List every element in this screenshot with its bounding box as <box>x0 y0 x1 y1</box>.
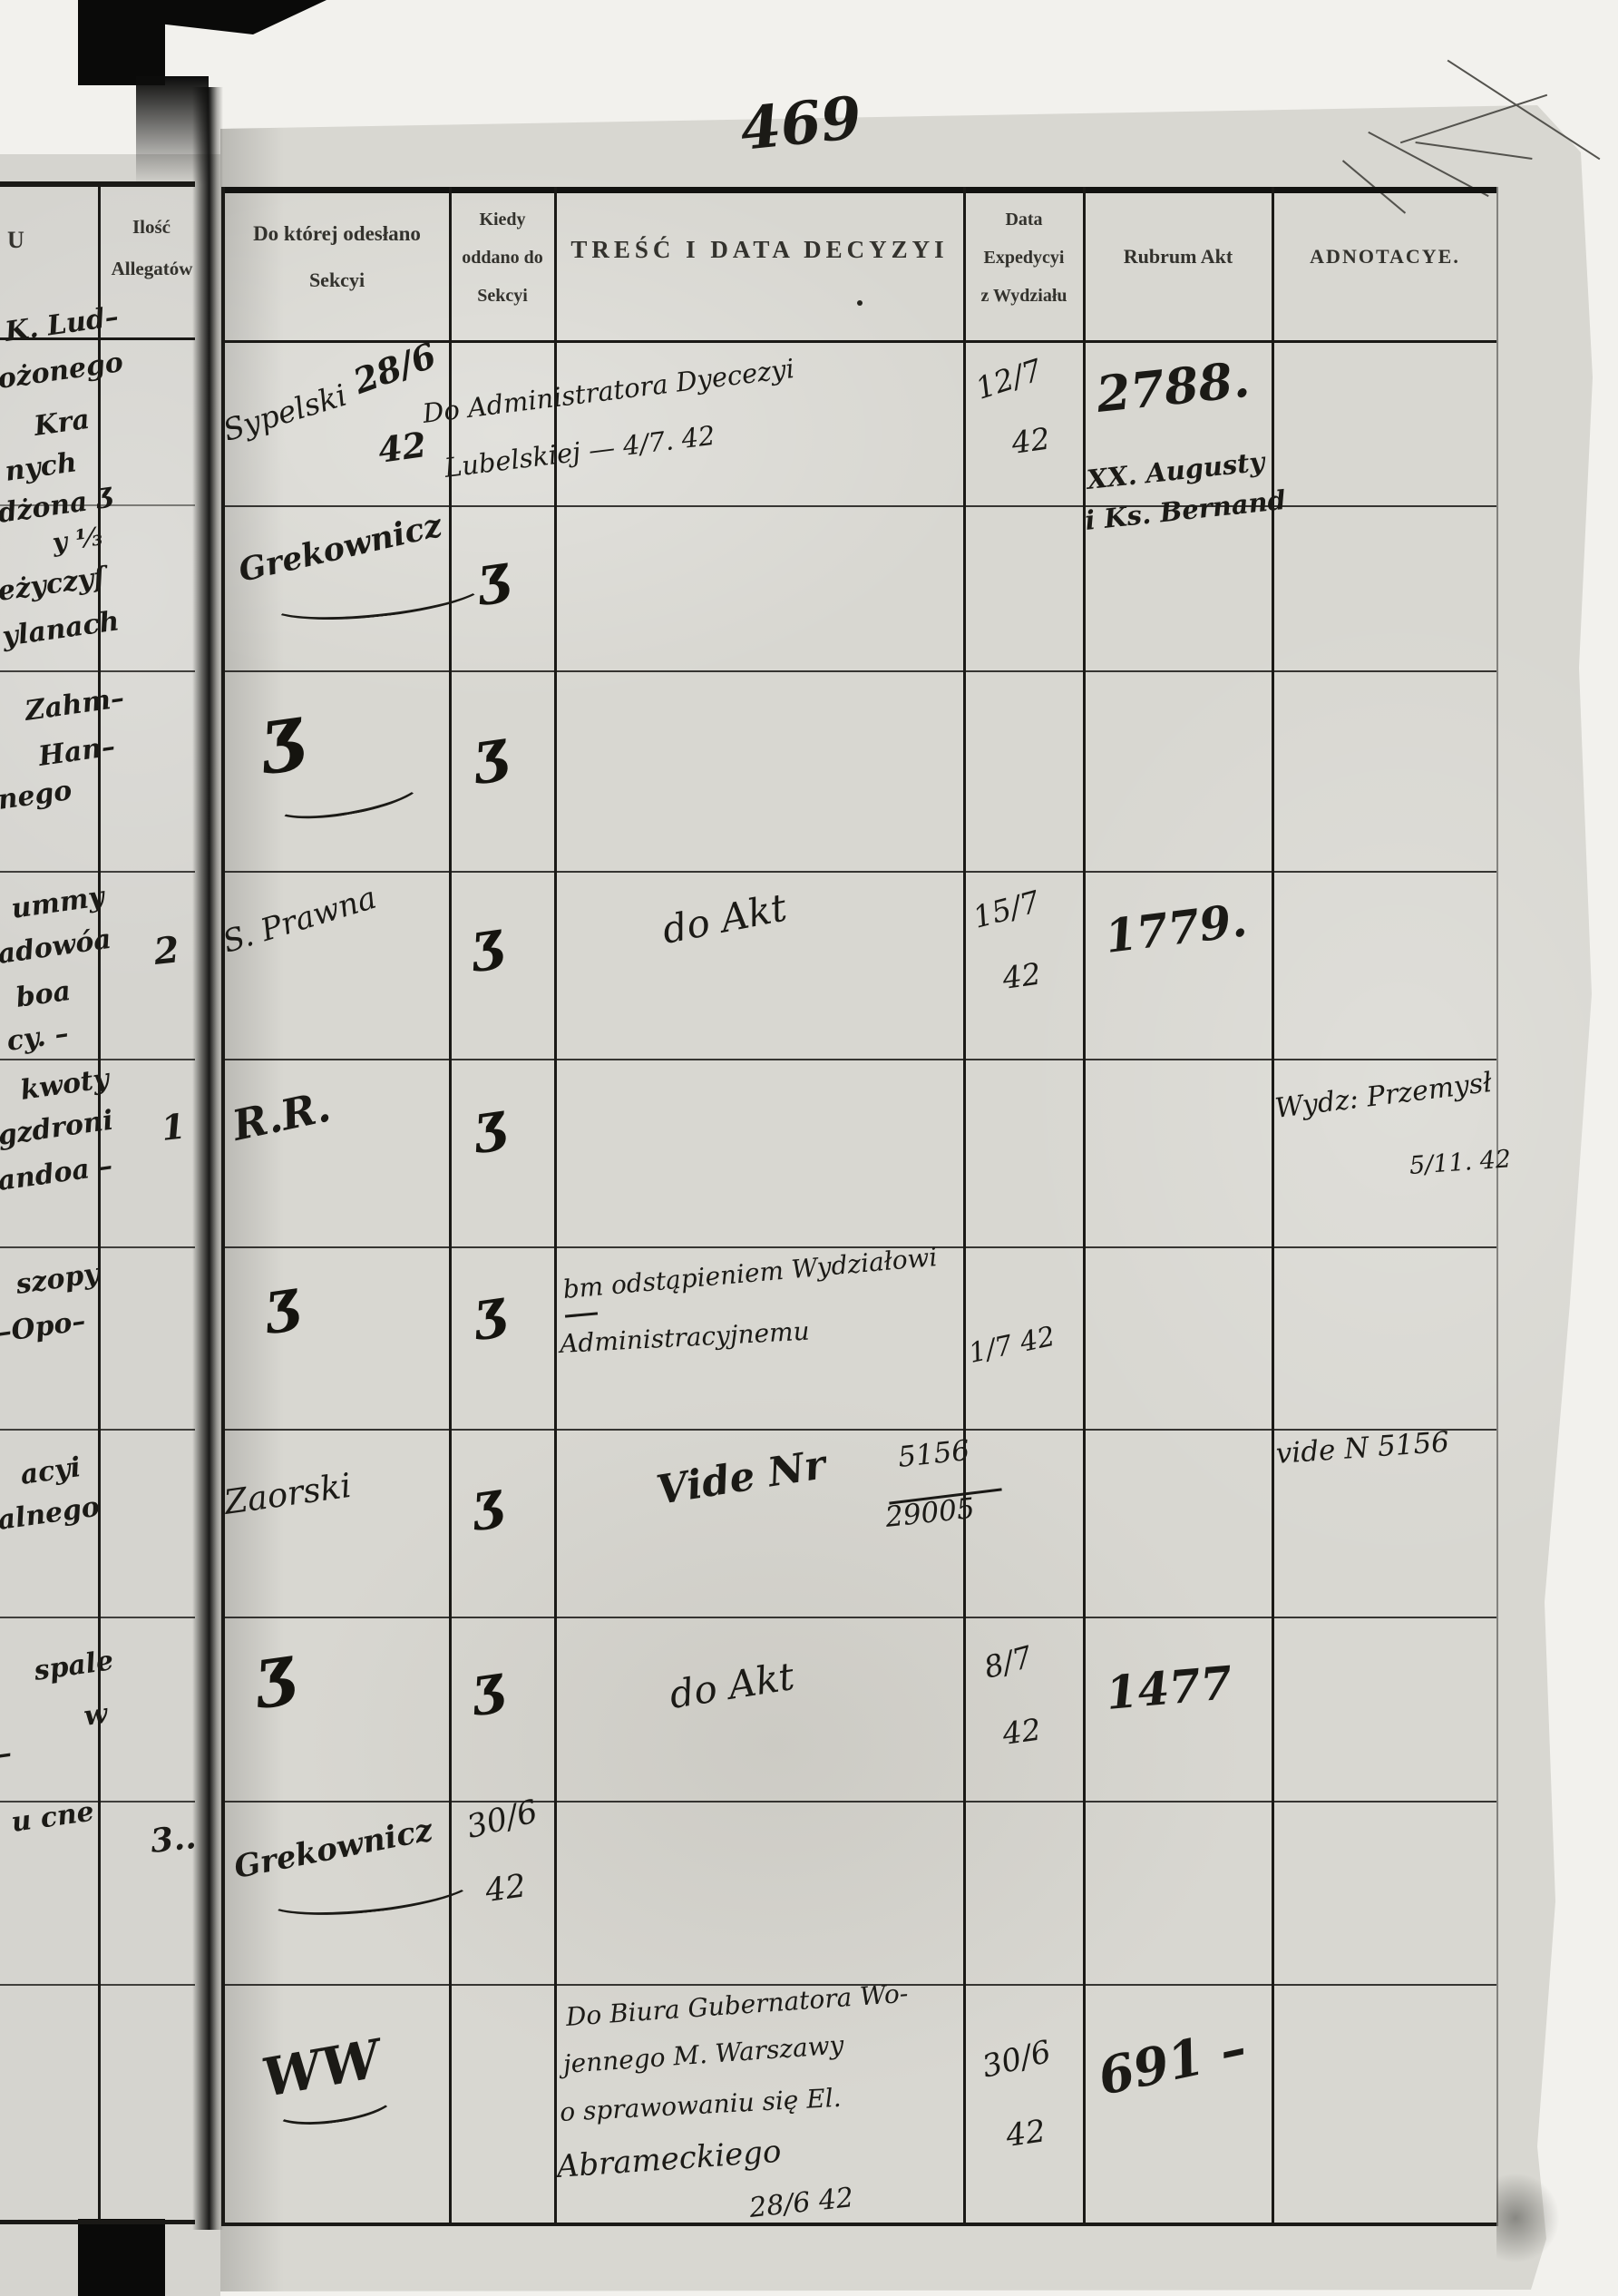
left-fragment: w <box>82 1697 110 1733</box>
left-fragment: y ⅓ <box>50 521 104 558</box>
row-rule <box>221 1801 1496 1803</box>
folio-number: 469 <box>736 83 865 164</box>
column-line <box>554 187 557 2226</box>
column-header-allegatow: Allegatów <box>111 258 193 279</box>
film-bar-bottom <box>78 2219 165 2296</box>
allegat-count: 3.. <box>148 1817 199 1861</box>
cell-data-expedycyi: 42 <box>1003 2113 1048 2154</box>
table-top-rule <box>221 187 1496 193</box>
column-header-adnotacye: ADNOTACYE. <box>1310 245 1460 268</box>
ditto-mark: Ʒ <box>470 726 517 797</box>
column-header-data-3: z Wydziału <box>980 286 1067 306</box>
allegat-count: 1 <box>159 1105 188 1148</box>
allegat-count: 2 <box>151 928 182 973</box>
ditto-mark: Ʒ <box>469 1662 512 1728</box>
rule-line <box>0 1984 195 1986</box>
rule-line <box>0 337 195 340</box>
cell-data-expedycyi: 42 <box>1009 420 1053 461</box>
ditto-mark: Ʒ <box>468 918 512 984</box>
page-gutter-shadow <box>192 87 223 2230</box>
table-bottom-rule <box>221 2223 1496 2226</box>
row-rule <box>221 670 1496 672</box>
column-line <box>1083 187 1086 2226</box>
cell-rubrum: 1477 <box>1104 1656 1234 1720</box>
column-header-sekcya-2: Sekcyi <box>308 269 366 291</box>
rule-line <box>0 1246 195 1248</box>
cell-data-expedycyi: 42 <box>999 1711 1044 1752</box>
rule-line <box>0 504 195 506</box>
column-line <box>1272 187 1274 2226</box>
film-wedge-top <box>163 0 327 34</box>
cell-data-expedycyi: 42 <box>999 955 1044 996</box>
ditto-mark: Ʒ <box>471 1286 514 1353</box>
ditto-mark: Ʒ <box>261 1275 308 1347</box>
column-header-partial: U <box>7 227 24 253</box>
column-header-rubrum: Rubrum Akt <box>1123 245 1233 268</box>
left-page-paper <box>0 154 220 2296</box>
film-bar-top-tail <box>136 76 209 185</box>
row-rule <box>221 505 1496 507</box>
column-line <box>1496 187 1498 2226</box>
row-rule <box>221 1059 1496 1060</box>
printed-dot <box>857 300 863 306</box>
cell-tresc-fraction-top: 5156 <box>896 1433 971 1474</box>
column-header-tresc: TREŚĆ I DATA DECYZYI <box>570 236 949 263</box>
column-line <box>449 187 452 2226</box>
column-header-data-2: Expedycyi <box>983 248 1065 268</box>
column-header-kiedy-3: Sekcyi <box>477 286 528 306</box>
left-fragment: acyi <box>18 1451 83 1491</box>
rule-line <box>0 181 195 187</box>
row-rule <box>221 871 1496 873</box>
column-header-data-1: Data <box>1005 210 1043 230</box>
rule-line <box>0 1617 195 1618</box>
column-header-kiedy-2: oddano do <box>462 248 543 268</box>
column-line <box>98 181 101 2224</box>
row-rule <box>221 1617 1496 1618</box>
rule-line <box>0 1801 195 1803</box>
column-line <box>221 187 225 2226</box>
ditto-mark: Ʒ <box>474 552 518 618</box>
cell-adnotacye: 5/11. 42 <box>1408 1145 1513 1180</box>
column-header-ilosc: Ilość <box>132 216 171 238</box>
ditto-mark: Ʒ <box>251 1641 305 1724</box>
ditto-mark: Ʒ <box>469 1479 512 1543</box>
column-line <box>963 187 966 2226</box>
rule-line <box>0 871 195 873</box>
column-header-kiedy-1: Kiedy <box>479 210 526 230</box>
row-rule <box>221 1429 1496 1431</box>
column-header-sekcya-1: Do której odesłano <box>253 222 421 245</box>
rule-line <box>0 1429 195 1431</box>
header-rule <box>221 340 1496 343</box>
left-fragment: boa <box>14 974 73 1014</box>
film-bar-top <box>78 0 165 85</box>
right-page-paper <box>220 105 1593 2291</box>
rule-line <box>0 670 195 672</box>
ditto-mark: Ʒ <box>471 1099 514 1166</box>
ditto-mark: Ʒ <box>257 702 315 791</box>
rule-line <box>0 2220 195 2224</box>
rule-line <box>0 1059 195 1060</box>
left-fragment: Kra <box>32 403 93 443</box>
row-rule <box>221 1246 1496 1248</box>
cell-rubrum: 2788. <box>1093 349 1252 424</box>
cell-kiedy: 42 <box>482 1868 529 1910</box>
edge-smudge <box>1496 2173 1560 2263</box>
cell-kiedy: 42 <box>375 424 429 471</box>
row-rule <box>221 1984 1496 1986</box>
